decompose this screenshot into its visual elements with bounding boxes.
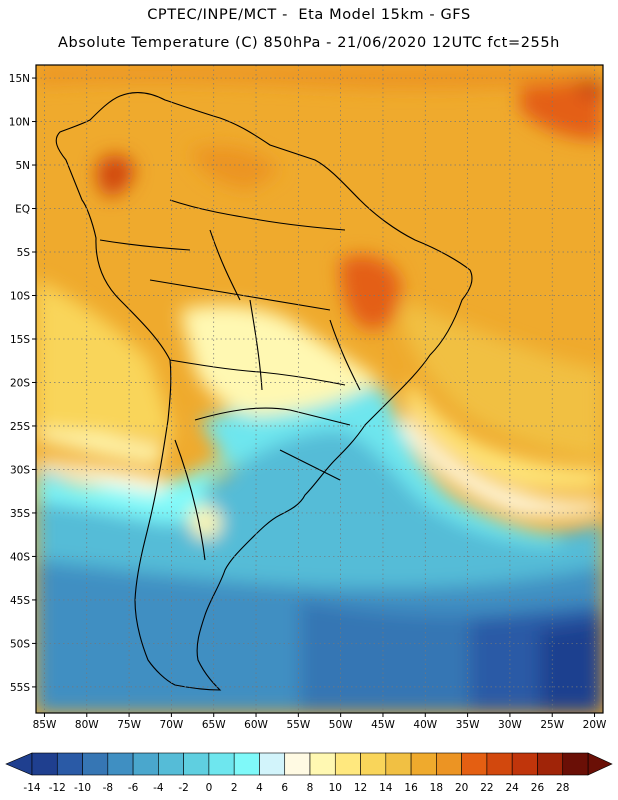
colorbar-tick-label: 0 bbox=[206, 782, 213, 794]
colorbar-over-arrow bbox=[587, 752, 613, 776]
colorbar-tick-labels: -14 -12 -10 -8 -6 -4 -2 0 2 4 6 8 10 12 14 16 18 20 22 24 26… bbox=[23, 782, 569, 794]
colorbar-tick-label: 18 bbox=[430, 782, 443, 794]
colorbar-tick-label: 24 bbox=[505, 782, 519, 794]
lat-tick-label: 20S bbox=[10, 377, 30, 389]
colorbar-swatch bbox=[309, 752, 336, 776]
colorbar-under-arrow bbox=[5, 752, 33, 776]
colorbar-swatch bbox=[208, 752, 235, 776]
colorbar-tick-label: -12 bbox=[49, 782, 66, 794]
colorbar-tick-label: 26 bbox=[531, 782, 545, 794]
colorbar-tick-label: 10 bbox=[329, 782, 342, 794]
lon-tick-label: 85W bbox=[33, 719, 57, 731]
coastline bbox=[55, 91, 473, 691]
colorbar-swatch bbox=[107, 752, 134, 776]
colorbar-tick-label: 8 bbox=[307, 782, 314, 794]
gridlines bbox=[36, 65, 603, 713]
colorbar-tick-label: 22 bbox=[480, 782, 493, 794]
colorbar-swatches bbox=[5, 752, 613, 776]
lat-tick-label: 35S bbox=[10, 508, 30, 520]
lon-tick-label: 40W bbox=[413, 719, 437, 731]
colorbar-tick-label: -6 bbox=[128, 782, 139, 794]
lat-tick-label: 10S bbox=[10, 290, 30, 302]
colorbar-tick-label: -4 bbox=[153, 782, 164, 794]
lon-tick-label: 50W bbox=[329, 719, 353, 731]
latitude-axis: 15N 10N 5N EQ 5S 10S 15S 20S 25S 30S 35S 40S 45S 50S 5… bbox=[9, 73, 36, 694]
lon-tick-label: 80W bbox=[75, 719, 99, 731]
lon-tick-label: 70W bbox=[160, 719, 184, 731]
lat-tick-label: EQ bbox=[15, 204, 30, 216]
colorbar-tick-label: 2 bbox=[231, 782, 238, 794]
colorbar-tick-label: 20 bbox=[455, 782, 468, 794]
colorbar-swatch bbox=[461, 752, 488, 776]
colorbar-swatch bbox=[132, 752, 159, 776]
colorbar-swatch bbox=[385, 752, 412, 776]
lat-tick-label: 5S bbox=[17, 247, 31, 259]
colorbar-tick-label: 16 bbox=[404, 782, 418, 794]
longitude-axis: 85W 80W 75W 70W 65W 60W 55W 50W 45W 40W 35W 30W 25W 2… bbox=[33, 713, 607, 731]
lat-tick-label: 15N bbox=[9, 73, 30, 85]
map-subtitle: Absolute Temperature (C) 850hPa - 21/06/… bbox=[58, 35, 560, 51]
colorbar-swatch bbox=[158, 752, 184, 776]
colorbar-swatch bbox=[562, 752, 589, 776]
colorbar-swatch bbox=[334, 752, 361, 776]
colorbar-swatch bbox=[537, 752, 564, 776]
colorbar-swatch bbox=[233, 752, 260, 776]
lat-tick-label: 15S bbox=[10, 334, 30, 346]
colorbar-swatch bbox=[82, 752, 109, 776]
lat-tick-label: 40S bbox=[10, 551, 30, 563]
temperature-colorbar: -14 -12 -10 -8 -6 -4 -2 0 2 4 6 8 10 12 14 16 18 20 22 24 26… bbox=[5, 752, 613, 794]
colorbar-tick-label: -10 bbox=[74, 782, 91, 794]
colorbar-tick-label: 12 bbox=[354, 782, 367, 794]
map-title: CPTEC/INPE/MCT - Eta Model 15km - GFS bbox=[147, 7, 471, 23]
colorbar-swatch bbox=[511, 752, 538, 776]
lat-tick-label: 5N bbox=[15, 160, 30, 172]
colorbar-swatch bbox=[410, 752, 437, 776]
colorbar-tick-label: 6 bbox=[281, 782, 288, 794]
lat-tick-label: 25S bbox=[10, 421, 30, 433]
temperature-field bbox=[36, 65, 603, 713]
colorbar-swatch bbox=[56, 752, 83, 776]
colorbar-tick-label: -8 bbox=[103, 782, 113, 794]
colorbar-tick-label: 28 bbox=[556, 782, 569, 794]
lat-tick-label: 55S bbox=[10, 682, 30, 694]
lat-tick-label: 50S bbox=[10, 638, 30, 650]
colorbar-tick-label: 4 bbox=[256, 782, 263, 794]
colorbar-tick-label: -2 bbox=[178, 782, 188, 794]
lon-tick-label: 25W bbox=[540, 719, 564, 731]
colorbar-swatch bbox=[183, 752, 210, 776]
colorbar-swatch bbox=[486, 752, 513, 776]
lon-tick-label: 30W bbox=[498, 719, 522, 731]
lon-tick-label: 20W bbox=[583, 719, 607, 731]
temperature-map: 15N 10N 5N EQ 5S 10S 15S 20S 25S 30S 35S 40S 45S 50S 5… bbox=[9, 64, 607, 731]
colorbar-swatch bbox=[436, 752, 462, 776]
lon-tick-label: 65W bbox=[202, 719, 226, 731]
colorbar-tick-label: -14 bbox=[23, 782, 40, 794]
lat-tick-label: 10N bbox=[9, 117, 30, 129]
colorbar-swatch bbox=[360, 752, 387, 776]
colorbar-tick-label: 14 bbox=[379, 782, 393, 794]
lon-tick-label: 55W bbox=[286, 719, 310, 731]
lon-tick-label: 35W bbox=[456, 719, 480, 731]
lat-tick-label: 45S bbox=[10, 595, 30, 607]
lon-tick-label: 60W bbox=[244, 719, 268, 731]
colorbar-swatch bbox=[259, 752, 286, 776]
lon-tick-label: 75W bbox=[117, 719, 141, 731]
colorbar-swatch bbox=[31, 752, 58, 776]
lat-tick-label: 30S bbox=[10, 464, 30, 476]
map-border bbox=[35, 64, 604, 714]
colorbar-swatch bbox=[284, 752, 311, 776]
lon-tick-label: 45W bbox=[371, 719, 395, 731]
